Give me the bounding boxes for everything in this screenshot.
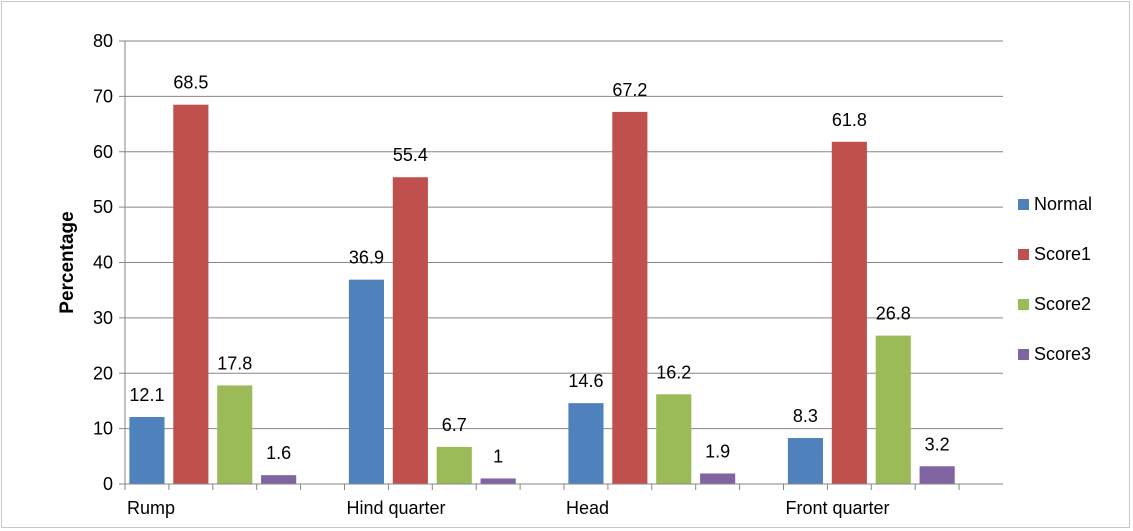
- bar-score2-2: [436, 446, 472, 484]
- data-label-score2-4: 26.8: [876, 304, 911, 324]
- data-label-score2-1: 17.8: [217, 353, 252, 373]
- legend-label-score2: Score2: [1034, 294, 1091, 314]
- bar-score2-4: [875, 335, 911, 484]
- legend-swatch-score1: [1018, 249, 1029, 260]
- data-label-score1-1: 68.5: [173, 73, 208, 93]
- y-tick-label-60: 60: [93, 142, 113, 162]
- bar-score2-3: [656, 394, 692, 484]
- legend-label-score3: Score3: [1034, 344, 1091, 364]
- data-label-score3-3: 1.9: [705, 441, 730, 461]
- legend-swatch-normal: [1018, 199, 1029, 210]
- y-tick-label-0: 0: [103, 474, 113, 494]
- y-axis-title: Percentage: [57, 211, 78, 313]
- x-category-label: Front quarter: [786, 498, 890, 518]
- data-label-normal-1: 12.1: [129, 385, 164, 405]
- bar-score3-2: [480, 478, 516, 484]
- data-label-score3-1: 1.6: [266, 443, 291, 463]
- y-tick-label-70: 70: [93, 86, 113, 106]
- bar-normal-2: [348, 279, 385, 484]
- bar-normal-1: [129, 416, 165, 484]
- y-tick-label-10: 10: [93, 419, 113, 439]
- data-label-score1-2: 55.4: [393, 145, 428, 165]
- bar-score3-1: [261, 475, 297, 484]
- bar-normal-4: [787, 438, 824, 484]
- y-tick-label-30: 30: [93, 308, 113, 328]
- bar-score1-4: [831, 141, 867, 484]
- data-label-normal-2: 36.9: [349, 248, 384, 268]
- bar-score1-3: [612, 111, 648, 484]
- legend-label-score1: Score1: [1034, 244, 1091, 264]
- data-label-score3-2: 1: [493, 446, 503, 466]
- legend-swatch-score3: [1018, 349, 1029, 360]
- x-category-label: Rump: [127, 498, 175, 518]
- y-tick-label-40: 40: [93, 253, 113, 273]
- x-category-label: Hind quarter: [347, 498, 446, 518]
- bar-normal-3: [568, 403, 604, 484]
- legend-swatch-score2: [1018, 299, 1029, 310]
- data-label-normal-4: 8.3: [793, 406, 818, 426]
- data-label-score1-3: 67.2: [612, 80, 647, 100]
- bar-score1-2: [392, 177, 428, 484]
- bar-score3-3: [700, 473, 736, 484]
- data-label-normal-3: 14.6: [568, 371, 603, 391]
- y-tick-label-80: 80: [93, 31, 113, 51]
- bar-score1-1: [173, 104, 209, 485]
- data-label-score2-3: 16.2: [656, 362, 691, 382]
- data-label-score1-4: 61.8: [832, 110, 867, 130]
- data-label-score2-2: 6.7: [442, 415, 467, 435]
- bar-score2-1: [217, 385, 253, 484]
- y-tick-label-50: 50: [93, 197, 113, 217]
- legend-label-normal: Normal: [1034, 194, 1092, 214]
- y-tick-label-20: 20: [93, 363, 113, 383]
- x-category-label: Head: [566, 498, 609, 518]
- data-label-score3-4: 3.2: [925, 434, 950, 454]
- bar-score3-4: [919, 466, 955, 484]
